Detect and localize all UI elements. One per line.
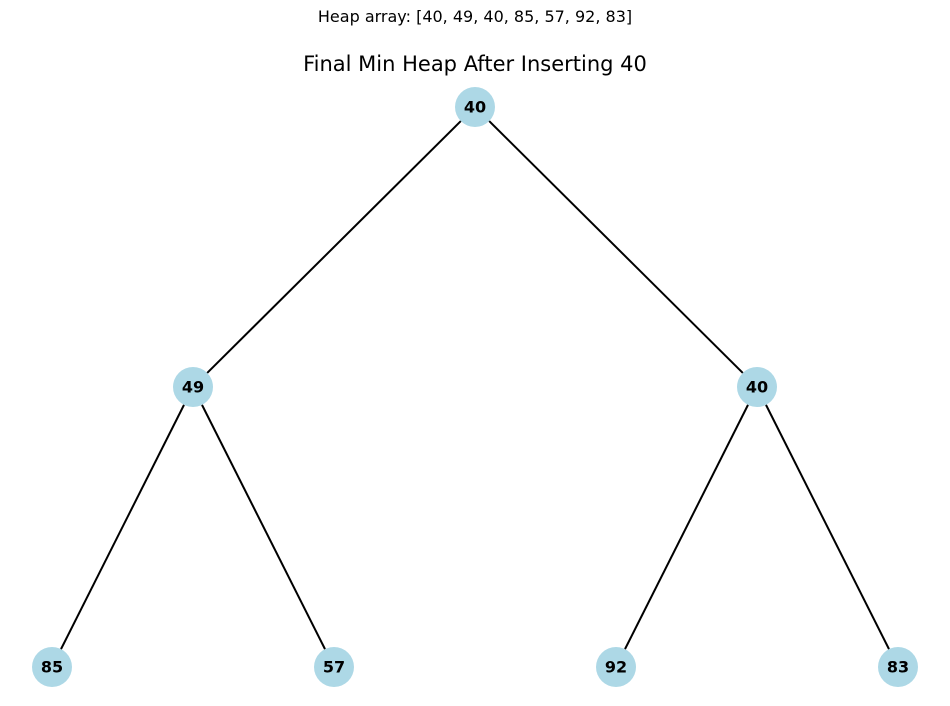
tree-edge-1-3 [60,404,185,650]
tree-node-4: 57 [314,647,354,687]
tree-node-1: 49 [173,367,213,407]
edges-layer [60,120,890,650]
tree-node-label: 85 [41,658,63,677]
tree-node-circle [173,367,213,407]
tree-node-0: 40 [455,87,495,127]
tree-node-label: 92 [605,658,627,677]
diagram-title: Final Min Heap After Inserting 40 [303,52,647,76]
tree-node-label: 40 [464,98,486,117]
tree-node-circle [32,647,72,687]
tree-node-circle [314,647,354,687]
tree-edge-1-4 [201,404,326,650]
tree-node-label: 83 [887,658,909,677]
tree-edge-2-5 [624,404,749,650]
tree-node-label: 57 [323,658,345,677]
heap-array-caption: Heap array: [40, 49, 40, 85, 57, 92, 83] [317,7,633,26]
tree-node-label: 40 [746,378,768,397]
tree-node-circle [878,647,918,687]
tree-edge-0-1 [206,120,462,374]
tree-node-3: 85 [32,647,72,687]
tree-node-circle [455,87,495,127]
tree-node-5: 92 [596,647,636,687]
nodes-layer: 40 49 40 85 57 92 83 [32,87,918,687]
tree-node-circle [596,647,636,687]
tree-node-label: 49 [182,378,204,397]
tree-edge-2-6 [765,404,890,650]
tree-node-circle [737,367,777,407]
tree-node-6: 83 [878,647,918,687]
tree-edge-0-2 [488,120,744,374]
tree-node-2: 40 [737,367,777,407]
